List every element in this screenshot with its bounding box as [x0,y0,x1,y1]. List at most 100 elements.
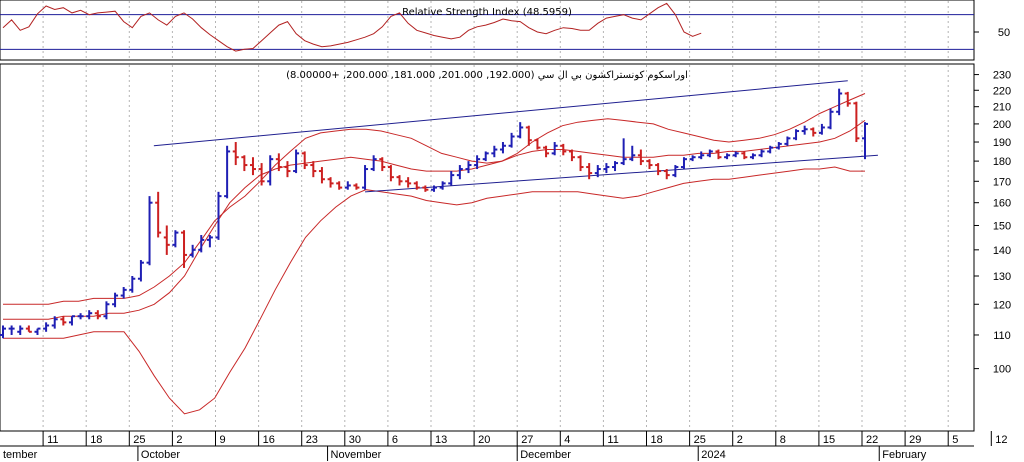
trend-line [365,154,878,193]
x-tick-label: 11 [47,434,58,446]
ohlc-bar [818,123,825,135]
rsi-panel: 50 Relative Strength Index (48.5959) [0,0,1010,61]
ohlc-bar [646,159,653,170]
x-tick-label: 8 [780,434,786,446]
price-panel-frame [0,63,975,432]
ohlc-bar [17,325,24,335]
x-tick-label: 4 [564,434,570,446]
ohlc-bar [77,313,84,320]
ohlc-bar [629,145,636,162]
ohlc-bar [155,191,162,238]
ohlc-bar [637,149,644,166]
ohlc-bar [594,165,601,178]
month-label: November [331,449,382,461]
ohlc-bar [439,181,446,190]
ohlc-bar [60,316,67,326]
ohlc-bar [215,191,222,240]
month-label: tember [3,449,38,461]
x-tick-label: 15 [823,434,835,446]
ohlc-bar [482,151,489,162]
ohlc-bar [206,235,213,248]
price-title: اوراسكوم كونستراكشون بي ال سي (192.000, … [286,70,688,81]
price-y-tick-label: 230 [993,70,1011,82]
ohlc-bar [129,275,136,293]
price-y-tick-label: 180 [993,156,1011,168]
ohlc-bar [120,287,127,299]
price-y-tick-label: 120 [993,299,1011,311]
ohlc-bar [499,142,506,154]
ohlc-bar [749,153,756,160]
month-label: December [520,449,571,461]
ohlc-bar [396,175,403,186]
ohlc-bar [181,230,188,268]
price-y-tick-label: 160 [993,198,1011,210]
price-y-tick-label: 110 [993,330,1011,342]
price-y-tick-label: 150 [993,220,1011,232]
ohlc-bar [362,165,369,190]
x-tick-label: 22 [866,434,878,446]
ohlc-bar [715,149,722,160]
month-label: 2024 [701,449,725,461]
x-tick-label: 2 [176,434,182,446]
ohlc-bar [741,151,748,160]
ohlc-bar [301,151,308,170]
ohlc-bar [508,132,515,148]
x-tick-label: 23 [306,434,318,446]
ohlc-bar [137,260,144,282]
ohlc-bar [189,244,196,258]
price-y-tick-label: 190 [993,137,1011,149]
ohlc-bar [775,142,782,150]
ohlc-bar [612,161,619,172]
rsi-reference-lines [0,14,974,50]
ohlc-bar [112,292,119,308]
x-tick-label: 11 [607,434,618,446]
ohlc-bar [241,155,248,172]
ohlc-bar [344,181,351,190]
x-tick-label: 20 [478,434,490,446]
ohlc-bar [405,177,412,188]
bollinger-lower-band [3,166,865,415]
ohlc-bar [318,167,325,184]
month-label: October [141,449,180,461]
rsi-y-axis: 50 [974,27,1010,39]
x-axis: 11 18 25 2 9 16 23 30 6 13 20 27 4 11 18 25 2 8 15 22 29 5 12 … [0,430,1008,461]
price-y-tick-label: 100 [993,364,1011,376]
ohlc-bar [25,325,32,333]
ohlc-bar [758,149,765,158]
x-tick-label: 12 [995,434,1007,446]
ohlc-bar [43,322,50,332]
price-y-tick-label: 220 [993,85,1011,97]
price-panel: 100 110 120 130 140 150 160 170 180 190 200 210 220 2… [0,63,1011,432]
ohlc-bar [853,101,860,143]
ohlc-bar [793,129,800,141]
ohlc-bar [224,145,231,199]
x-tick-label: 29 [909,434,921,446]
price-y-axis: 100 110 120 130 140 150 160 170 180 190 200 210 220 2… [974,70,1011,376]
ohlc-bar [672,165,679,178]
ohlc-bar [353,183,360,190]
ohlc-bar [491,145,498,158]
ohlc-bar [456,165,463,180]
price-y-tick-label: 140 [993,245,1011,257]
ohlc-bar [698,151,705,160]
ohlc-bars [0,88,868,339]
ohlc-bar [94,310,101,320]
bollinger-upper-band [3,93,866,305]
price-y-tick-label: 210 [993,102,1011,114]
x-axis-months: tember October November December 2024 Februar… [3,446,927,461]
ohlc-bar [370,155,377,172]
x-tick-label: 18 [90,434,102,446]
price-y-tick-label: 130 [993,271,1011,283]
ohlc-bar [163,225,170,255]
ohlc-bar [551,142,558,156]
bollinger-middle-band [3,119,866,320]
ohlc-bar [275,153,282,172]
ohlc-bar [379,157,386,172]
x-tick-label: 5 [952,434,958,446]
ohlc-bar [525,125,532,146]
ohlc-bar [86,310,93,320]
ohlc-bar [103,301,110,320]
ohlc-bar [258,163,265,186]
